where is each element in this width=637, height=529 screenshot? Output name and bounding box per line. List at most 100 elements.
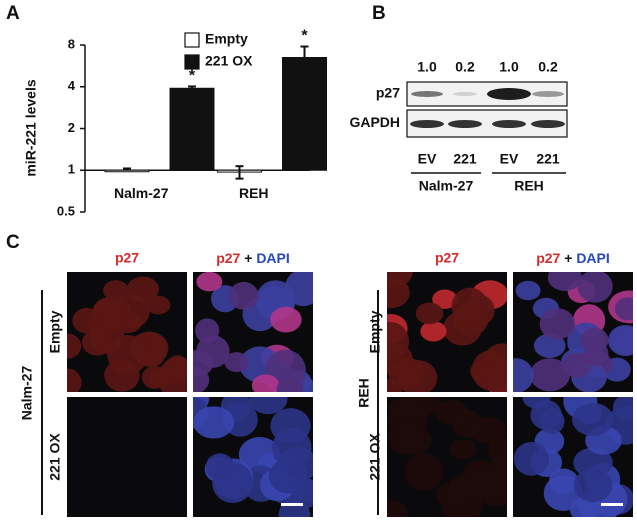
nucleus (387, 277, 410, 309)
quantification: 1.0 (417, 59, 437, 75)
merge-label: p27 + DAPI (216, 250, 290, 266)
nucleus (432, 289, 458, 309)
nucleus (67, 368, 82, 392)
y-tick-label: 4 (68, 78, 76, 93)
channel-label: p27 (435, 250, 459, 266)
group-label: REH (514, 178, 544, 194)
y-tick-label: 2 (68, 120, 75, 135)
micrograph (513, 397, 633, 517)
nucleus (530, 399, 562, 430)
nucleus (248, 397, 288, 415)
nucleus (389, 397, 415, 418)
band (531, 120, 565, 128)
x-tick-label: REH (239, 185, 269, 201)
nucleus (270, 306, 302, 333)
panel-label: B (372, 3, 386, 24)
cells (193, 397, 313, 517)
nucleus (205, 453, 235, 481)
image-bg (67, 397, 187, 517)
cells (67, 276, 187, 392)
nucleus (81, 329, 113, 356)
bar (282, 57, 327, 171)
nucleus (469, 416, 507, 444)
y-axis-label: miR-221 levels (23, 79, 39, 176)
nucleus (228, 281, 259, 310)
nucleus (515, 280, 541, 301)
merge-label: p27 + DAPI (536, 250, 610, 266)
cell-line-label: REH (356, 378, 372, 408)
condition-label: 221 OX (367, 433, 383, 481)
legend-label: 221 OX (205, 53, 253, 69)
nucleus (193, 406, 235, 439)
cells (193, 272, 313, 392)
lane-label: 221 (536, 151, 560, 167)
micrograph (67, 272, 187, 392)
nucleus (488, 437, 507, 464)
nucleus (420, 321, 447, 342)
nucleus (387, 500, 408, 517)
band (453, 92, 477, 96)
condition-label: 221 OX (47, 433, 63, 481)
nucleus (107, 334, 149, 375)
scale-bar (281, 503, 303, 506)
condition-label: Empty (367, 310, 383, 353)
nucleus (571, 402, 614, 436)
legend-swatch (184, 54, 200, 70)
nucleus (196, 272, 223, 292)
nucleus (539, 308, 576, 340)
nucleus (157, 357, 187, 392)
nucleus (577, 272, 613, 303)
legend-swatch (184, 32, 200, 48)
nucleus (607, 324, 633, 357)
nucleus (573, 447, 613, 478)
significance: * (301, 28, 308, 45)
quantification: 0.2 (538, 59, 558, 75)
x-tick-label: Nalm-27 (114, 185, 169, 201)
y-tick-label: 1 (68, 162, 75, 177)
nucleus (387, 379, 403, 392)
nucleus (415, 302, 444, 325)
nucleus (146, 295, 171, 315)
nucleus (533, 333, 566, 358)
nucleus (435, 400, 469, 425)
nucleus (126, 276, 159, 303)
band (411, 91, 443, 97)
nucleus (563, 352, 591, 378)
lane-label: EV (418, 151, 437, 167)
merge-label-part: DAPI (576, 250, 609, 266)
nucleus (548, 468, 579, 494)
band (492, 120, 526, 128)
nucleus (614, 297, 633, 321)
protein-label: GAPDH (349, 114, 400, 130)
panel-label: A (6, 3, 20, 24)
band (410, 120, 444, 128)
micrograph (67, 397, 187, 517)
micrograph (193, 397, 313, 517)
significance: * (189, 68, 196, 85)
nucleus (271, 427, 312, 469)
micrograph (193, 272, 313, 392)
nucleus (454, 472, 492, 502)
quantification: 1.0 (499, 59, 519, 75)
merge-label-part: p27 (216, 250, 240, 266)
nucleus (529, 358, 571, 392)
merge-label-part: DAPI (256, 250, 289, 266)
nucleus (573, 468, 613, 503)
band (487, 88, 531, 100)
nucleus (547, 272, 582, 291)
lane-label: EV (500, 151, 519, 167)
nucleus (470, 361, 495, 382)
lane-label: 221 (453, 151, 477, 167)
nucleus (513, 442, 550, 476)
band (532, 91, 564, 97)
bar (169, 87, 215, 171)
cells (387, 397, 507, 517)
cells (513, 272, 633, 392)
merge-label-part: p27 (536, 250, 560, 266)
nucleus (251, 374, 280, 392)
quantification: 0.2 (455, 59, 475, 75)
group-label: Nalm-27 (419, 178, 474, 194)
micrograph (513, 272, 633, 392)
nucleus (405, 453, 443, 491)
